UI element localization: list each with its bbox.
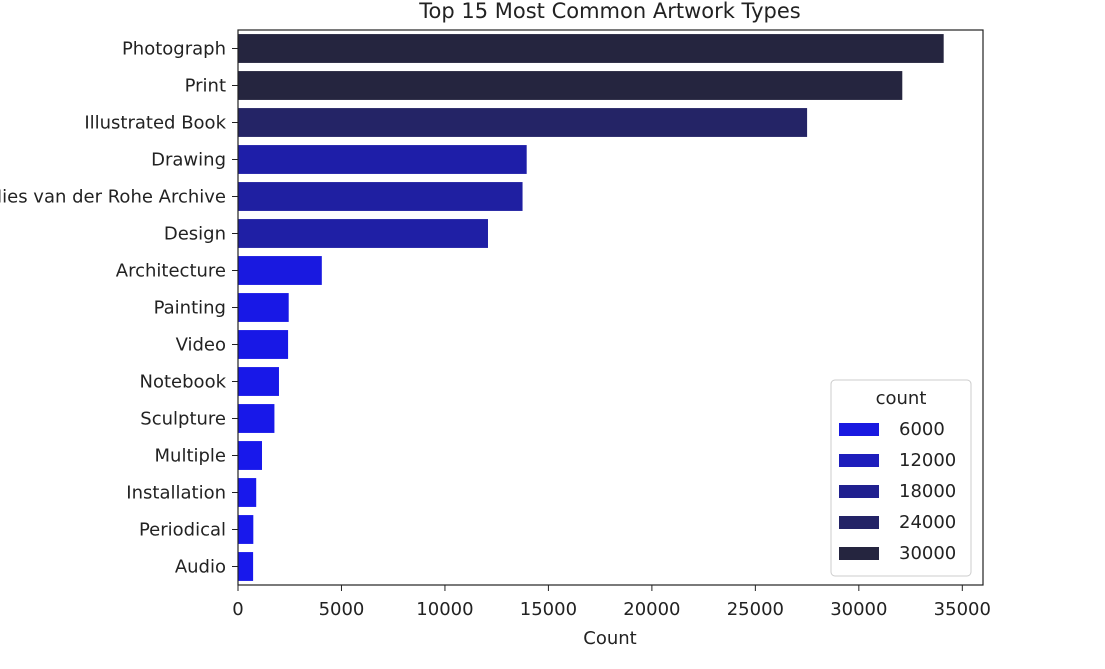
x-tick-label: 20000 [623,599,680,620]
legend-entries: 6000 12000 18000 24000 30000 [839,419,956,564]
y-tick-label: Architecture [116,261,226,282]
legend-label: 6000 [899,419,945,440]
x-tick-label: 30000 [830,599,887,620]
legend: count 6000 12000 18000 24000 30000 [830,379,972,577]
bar [238,71,903,100]
legend-swatch [839,423,879,436]
x-tick-label: 15000 [520,599,577,620]
bar [238,34,944,63]
bar [238,219,488,248]
y-tick-label: Sculpture [140,409,226,430]
legend-swatch [839,547,879,560]
bar [238,404,275,433]
legend-label: 30000 [899,543,956,564]
y-tick-label: Mies van der Rohe Archive [0,187,226,208]
x-tick-label: 5000 [319,599,365,620]
x-tick-label: 25000 [727,599,784,620]
legend-title: count [876,388,927,409]
bar [238,293,289,322]
bar [238,441,263,470]
y-tick-label: Periodical [139,520,226,541]
bar [238,367,279,396]
x-axis-title: Count [583,628,636,649]
legend-label: 18000 [899,481,956,502]
y-tick-label: Notebook [140,372,227,393]
y-tick-label: Illustrated Book [84,113,226,134]
bar [238,330,289,359]
y-tick-label: Painting [154,298,226,319]
x-axis: 0 5000 10000 15000 20000 25000 30000 35000 [232,585,991,620]
bar [238,256,322,285]
y-tick-label: Video [176,335,226,356]
x-tick-label: 10000 [416,599,473,620]
y-tick-label: Installation [126,483,226,504]
bar [238,182,523,211]
legend-swatch [839,485,879,498]
bar [238,108,808,137]
x-tick-label: 0 [232,599,243,620]
y-tick-label: Multiple [155,446,227,467]
legend-swatch [839,516,879,529]
y-tick-label: Design [164,224,226,245]
y-tick-label: Photograph [122,39,226,60]
y-tick-label: Audio [175,557,226,578]
chart-title: Top 15 Most Common Artwork Types [418,0,801,23]
legend-swatch [839,454,879,467]
bar [238,478,257,507]
legend-label: 12000 [899,450,956,471]
y-tick-label: Drawing [151,150,226,171]
bars-group [238,34,944,581]
bar [238,552,254,581]
legend-label: 24000 [899,512,956,533]
x-tick-label: 35000 [934,599,991,620]
y-tick-label: Print [185,76,226,97]
y-axis: Photograph Print Illustrated Book Drawing Mi… [0,39,238,578]
bar [238,515,254,544]
bar [238,145,527,174]
